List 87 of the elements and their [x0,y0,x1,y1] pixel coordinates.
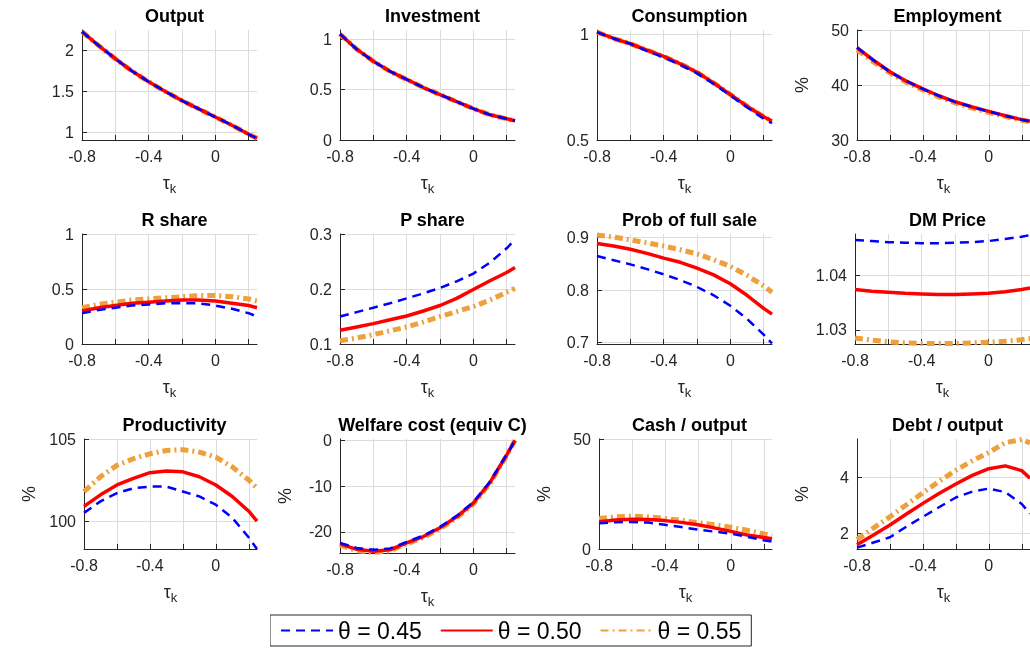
x-tick-label: -0.4 [134,351,163,369]
chart-title: R share [141,210,208,230]
y-axis-title: % [19,485,39,503]
x-tick-label: 0 [468,351,478,369]
y-tick-label: -20 [308,523,333,541]
y-tick-label: 1.04 [815,266,848,284]
y-tick-label: 4 [840,469,850,487]
chart-title: Prob of full sale [621,210,758,230]
y-tick-label: 2 [65,42,75,60]
y-axis-title: % [534,485,554,503]
chart-title: Investment [384,6,481,26]
y-tick-label: 1 [580,25,590,43]
y-tick-label: 1 [65,225,75,243]
y-tick-label: 105 [49,430,77,448]
y-tick-label: 0.7 [566,333,590,351]
x-tick-label: -0.4 [136,556,164,574]
x-tick-label: 0 [468,147,478,165]
x-tick-label: 0 [984,147,994,165]
x-tick-label: -0.8 [843,147,871,165]
y-axis-title: % [792,485,812,503]
y-tick-label: 40 [831,76,850,94]
legend-label: θ = 0.50 [497,617,582,644]
chart-title: Productivity [122,415,227,435]
x-tick-label: -0.8 [583,351,611,369]
legend-label: θ = 0.45 [338,617,422,644]
y-tick-label: 1 [323,30,333,48]
x-tick-label: -0.4 [649,147,678,165]
x-tick-label: 0 [210,351,220,369]
x-tick-label: -0.4 [134,147,163,165]
x-tick-label: 0 [725,147,735,165]
chart-title: Debt / output [892,415,1003,435]
chart-title: Cash / output [632,415,747,435]
x-tick-label: -0.4 [392,147,421,165]
y-tick-label: 1.03 [815,321,848,339]
y-tick-label: 0.5 [51,280,75,298]
x-tick-label: 0 [211,556,221,574]
x-tick-label: -0.8 [326,560,354,578]
chart-title: Output [145,6,204,26]
x-tick-label: -0.4 [909,556,937,574]
chart-title: DM Price [908,210,987,230]
x-tick-label: -0.4 [909,147,937,165]
x-tick-label: -0.4 [907,351,936,369]
y-tick-label: 0 [582,540,592,558]
y-tick-label: 0.5 [309,81,333,99]
chart-title: P share [400,210,465,230]
x-tick-label: -0.4 [651,556,679,574]
y-axis-title: % [275,487,295,505]
x-tick-label: -0.8 [68,351,96,369]
x-tick-label: -0.8 [583,147,611,165]
y-tick-label: 0.3 [309,225,333,243]
y-tick-label: 0.9 [566,229,590,247]
x-tick-label: -0.8 [326,351,354,369]
chart-title: Consumption [631,6,748,26]
y-tick-label: 0.1 [309,335,333,353]
chart-title: Welfare cost (equiv C) [338,415,527,435]
y-tick-label: 2 [840,525,850,543]
x-tick-label: -0.8 [326,147,354,165]
y-tick-label: 0.8 [566,281,590,299]
y-tick-label: 0 [323,131,333,149]
x-tick-label: -0.8 [70,556,98,574]
y-tick-label: 100 [49,512,77,530]
y-tick-label: 0.5 [566,131,590,149]
x-tick-label: -0.4 [392,351,421,369]
y-tick-label: 0 [65,335,75,353]
x-tick-label: 0 [984,556,994,574]
x-tick-label: 0 [468,560,478,578]
y-tick-label: 50 [831,21,850,39]
y-tick-label: 50 [573,430,592,448]
y-tick-label: 0 [323,431,333,449]
x-tick-label: 0 [726,556,736,574]
x-tick-label: 0 [210,147,220,165]
x-tick-label: 0 [983,351,993,369]
y-axis-title: % [792,76,812,94]
x-tick-label: -0.8 [68,147,96,165]
y-tick-label: -10 [308,477,333,495]
y-tick-label: 0.2 [309,280,333,298]
legend-label: θ = 0.55 [657,617,742,644]
x-tick-label: -0.8 [843,556,871,574]
x-tick-label: -0.8 [841,351,869,369]
y-tick-label: 1 [65,124,75,142]
y-tick-label: 30 [831,131,850,149]
x-tick-label: 0 [725,351,735,369]
chart-title: Employment [893,6,1002,26]
y-tick-label: 1.5 [51,83,75,101]
x-tick-label: -0.8 [585,556,613,574]
x-tick-label: -0.4 [649,351,678,369]
x-tick-label: -0.4 [392,560,421,578]
